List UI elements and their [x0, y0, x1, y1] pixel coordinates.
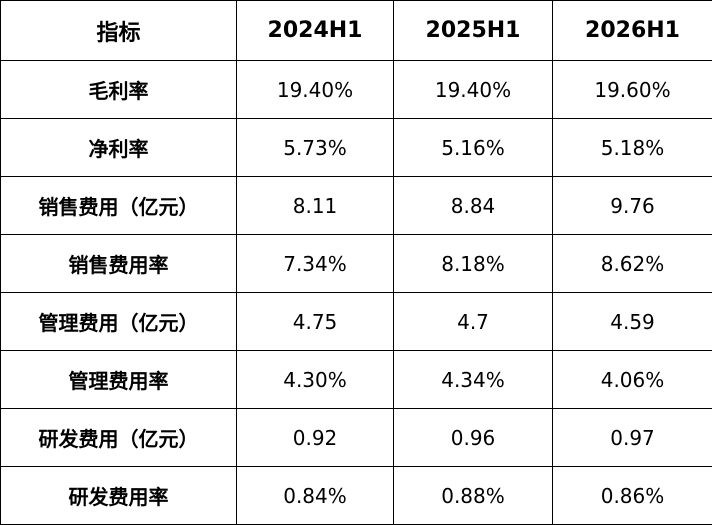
row-label: 研发费用率: [0, 466, 237, 525]
cell-value: 4.30%: [236, 350, 394, 409]
header-indicator: 指标: [0, 0, 237, 61]
row-label: 销售费用（亿元）: [0, 176, 237, 235]
table-row: 销售费用率 7.34% 8.18% 8.62%: [0, 234, 712, 293]
row-label: 研发费用（亿元）: [0, 408, 237, 467]
cell-value: 0.86%: [552, 466, 712, 525]
cell-value: 0.97: [552, 408, 712, 467]
row-label: 管理费用率: [0, 350, 237, 409]
table-row: 净利率 5.73% 5.16% 5.18%: [0, 118, 712, 177]
cell-value: 8.18%: [393, 234, 553, 293]
table-row: 管理费用（亿元） 4.75 4.7 4.59: [0, 292, 712, 351]
table-row: 研发费用率 0.84% 0.88% 0.86%: [0, 466, 712, 525]
cell-value: 8.84: [393, 176, 553, 235]
header-2026h1: 2026H1: [552, 0, 712, 61]
cell-value: 4.59: [552, 292, 712, 351]
cell-value: 4.06%: [552, 350, 712, 409]
cell-value: 0.88%: [393, 466, 553, 525]
cell-value: 19.40%: [393, 60, 553, 119]
table-row: 毛利率 19.40% 19.40% 19.60%: [0, 60, 712, 119]
cell-value: 9.76: [552, 176, 712, 235]
cell-value: 8.11: [236, 176, 394, 235]
cell-value: 5.16%: [393, 118, 553, 177]
header-2025h1: 2025H1: [393, 0, 553, 61]
cell-value: 0.96: [393, 408, 553, 467]
cell-value: 5.18%: [552, 118, 712, 177]
cell-value: 4.34%: [393, 350, 553, 409]
table-row: 研发费用（亿元） 0.92 0.96 0.97: [0, 408, 712, 467]
cell-value: 4.7: [393, 292, 553, 351]
header-2024h1: 2024H1: [236, 0, 394, 61]
row-label: 净利率: [0, 118, 237, 177]
table-row: 销售费用（亿元） 8.11 8.84 9.76: [0, 176, 712, 235]
cell-value: 5.73%: [236, 118, 394, 177]
table-row: 管理费用率 4.30% 4.34% 4.06%: [0, 350, 712, 409]
cell-value: 7.34%: [236, 234, 394, 293]
cell-value: 0.84%: [236, 466, 394, 525]
cell-value: 19.60%: [552, 60, 712, 119]
cell-value: 8.62%: [552, 234, 712, 293]
cell-value: 0.92: [236, 408, 394, 467]
row-label: 销售费用率: [0, 234, 237, 293]
row-label: 管理费用（亿元）: [0, 292, 237, 351]
cell-value: 4.75: [236, 292, 394, 351]
row-label: 毛利率: [0, 60, 237, 119]
cell-value: 19.40%: [236, 60, 394, 119]
table-header-row: 指标 2024H1 2025H1 2026H1: [0, 0, 712, 61]
